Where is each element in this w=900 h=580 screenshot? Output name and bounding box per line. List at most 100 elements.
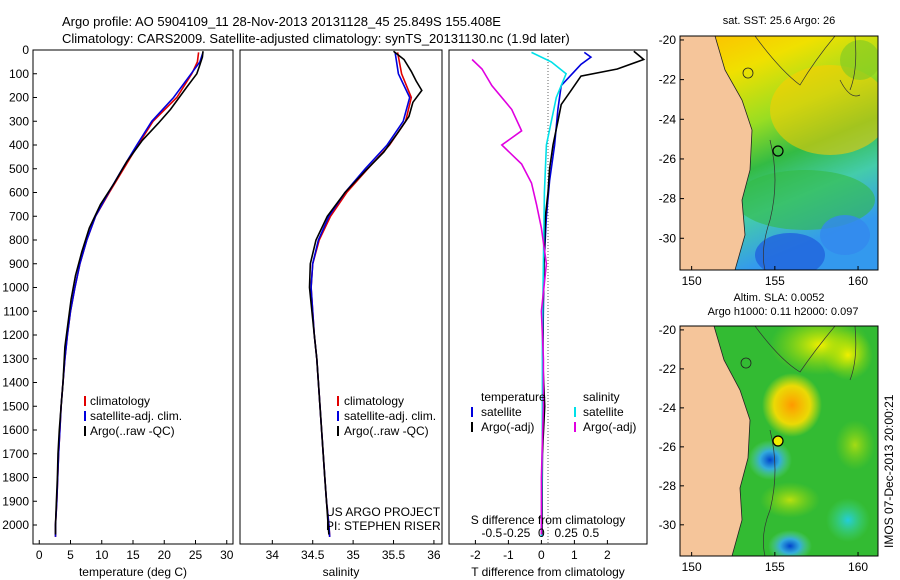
sla-high-patch	[823, 330, 873, 380]
temperature-legend: climatology satellite-adj. clim. Argo(..…	[84, 394, 182, 438]
depth-tick-label: 1700	[2, 447, 29, 461]
map-lat-tick-label: -22	[659, 362, 677, 376]
sst-contour-loop	[742, 67, 754, 79]
temperature-axes-frame	[32, 49, 234, 545]
sla-bathymetry-contour	[763, 429, 776, 556]
salinity-axes-frame	[239, 49, 443, 545]
sla-cold-eddy	[748, 440, 792, 480]
salinity-tick-label: 35	[346, 548, 360, 562]
s-difference-tick-labels: -0.5 -0.25 0 0.25 0.5	[482, 526, 600, 540]
difference-series	[471, 50, 646, 537]
sst-bathymetry-contour	[763, 139, 776, 270]
salinity-panel: 34 34.5 35 35.5 36 salinity climatology sate…	[239, 49, 443, 579]
temperature-tick-label: 30	[220, 548, 234, 562]
sla-argo-float-marker	[772, 435, 784, 447]
difference-x-axis: -2 -1 0 1 2	[470, 540, 611, 562]
t-difference-label: T difference from climatology	[471, 565, 625, 579]
temperature-panel: 0100200300400500600700800900100011001200…	[2, 43, 233, 579]
depth-tick-label: 1000	[2, 281, 29, 295]
sla-map-subtitle: Argo h1000: 0.11 h2000: 0.097	[708, 306, 859, 318]
sla-high-patch	[835, 420, 875, 470]
t-difference-tick-label: 2	[604, 548, 611, 562]
sst-coastline	[714, 36, 753, 270]
map-lon-tick-label: 150	[682, 560, 702, 574]
s-difference-tick-label: 0.5	[583, 526, 600, 540]
map-lat-tick-label: -20	[659, 33, 677, 47]
temperature-x-label: temperature (deg C)	[79, 565, 187, 579]
sla-map-axes: 150 155 160 -20 -22 -24 -26 -28 -30	[659, 323, 869, 574]
map-lat-tick-label: -26	[659, 440, 677, 454]
sla-bathymetry-contour	[849, 326, 857, 381]
legend-label-satellite: satellite-adj. clim.	[90, 409, 182, 423]
map-lat-tick-label: -24	[659, 112, 677, 126]
sst-cool-patch	[820, 215, 870, 255]
depth-tick-label: 600	[9, 186, 29, 200]
series-line-satellite-adj-clim	[310, 52, 411, 537]
salinity-tick-label: 34.5	[301, 548, 325, 562]
sst-warm-patch	[770, 65, 878, 155]
depth-tick-label: 100	[9, 67, 29, 81]
depth-tick-label: 1500	[2, 399, 29, 413]
sst-map-image	[680, 36, 878, 270]
legend-label-t-argo: Argo(-adj)	[481, 420, 534, 434]
s-difference-tick-label: 0.25	[554, 526, 578, 540]
sla-map-image	[680, 326, 878, 556]
sst-cool-patch	[755, 233, 825, 270]
map-lat-tick-label: -28	[659, 192, 677, 206]
difference-panel: -2 -1 0 1 2 T difference from climatology S …	[448, 49, 648, 579]
s-difference-tick-label: 0	[538, 526, 545, 540]
salinity-tick-label: 34	[266, 548, 280, 562]
series-line-satellite-adj-clim	[54, 52, 204, 537]
t-difference-tick-label: -1	[503, 548, 514, 562]
temperature-tick-label: 25	[189, 548, 203, 562]
map-lon-tick-label: 155	[765, 274, 785, 288]
s-difference-label: S difference from climatology	[471, 513, 626, 527]
map-lat-tick-label: -30	[659, 231, 677, 245]
legend-label-argo: Argo(..raw -QC)	[90, 424, 175, 438]
depth-tick-label: 800	[9, 233, 29, 247]
legend-label-climatology: climatology	[90, 394, 150, 408]
depth-tick-label: 1100	[3, 304, 29, 318]
sla-map: Altim. SLA: 0.0052 Argo h1000: 0.11 h200…	[659, 292, 879, 574]
temperature-tick-label: 10	[95, 548, 109, 562]
depth-tick-label: 1300	[2, 352, 29, 366]
salinity-legend: climatology satellite-adj. clim. Argo(..…	[337, 394, 436, 438]
map-lon-tick-label: 160	[848, 274, 868, 288]
sst-bathymetry-contour	[754, 36, 836, 86]
depth-tick-label: 1600	[2, 423, 29, 437]
sst-map-title: sat. SST: 25.6 Argo: 26	[723, 15, 836, 27]
sst-map-frame	[679, 35, 879, 271]
t-difference-tick-label: 0	[538, 548, 545, 562]
map-lon-tick-label: 150	[682, 274, 702, 288]
series-line-argo-raw-qc	[54, 51, 204, 535]
legend-label-satellite: satellite-adj. clim.	[344, 409, 436, 423]
depth-tick-label: 2000	[2, 518, 29, 532]
sla-map-title: Altim. SLA: 0.0052	[733, 292, 824, 304]
imos-watermark: IMOS 07-Dec-2013 20:00:21	[882, 394, 896, 548]
map-lon-tick-label: 155	[765, 560, 785, 574]
temperature-series	[54, 51, 204, 537]
temperature-x-axis: 0 5 10 15 20 25 30	[36, 540, 234, 562]
series-line-t-satellite	[540, 51, 593, 537]
depth-tick-label: 900	[9, 257, 29, 271]
temperature-tick-label: 20	[158, 548, 172, 562]
pi-credit: PI: STEPHEN RISER	[326, 519, 441, 533]
salinity-tick-label: 36	[427, 548, 441, 562]
sst-green-band	[735, 170, 875, 230]
project-credit: US ARGO PROJECT	[326, 505, 441, 519]
series-line-s-satellite	[531, 51, 568, 537]
temperature-tick-label: 5	[67, 548, 74, 562]
sla-coastline	[713, 326, 751, 556]
salinity-x-axis: 34 34.5 35 35.5 36	[266, 540, 441, 562]
difference-legend: temperature salinity satellite Argo(-adj…	[471, 390, 636, 434]
depth-tick-label: 500	[9, 162, 29, 176]
depth-tick-label: 1400	[2, 376, 29, 390]
sst-map: sat. SST: 25.6 Argo: 26 150 155 160 -20 -22 -…	[659, 15, 879, 288]
map-lat-tick-label: -30	[659, 518, 677, 532]
map-lon-tick-label: 160	[848, 560, 868, 574]
s-difference-tick-label: -0.5	[482, 526, 503, 540]
legend-label-s-argo: Argo(-adj)	[583, 420, 636, 434]
series-line-t-argo-adj	[541, 50, 646, 535]
sla-land-australia	[680, 326, 750, 556]
